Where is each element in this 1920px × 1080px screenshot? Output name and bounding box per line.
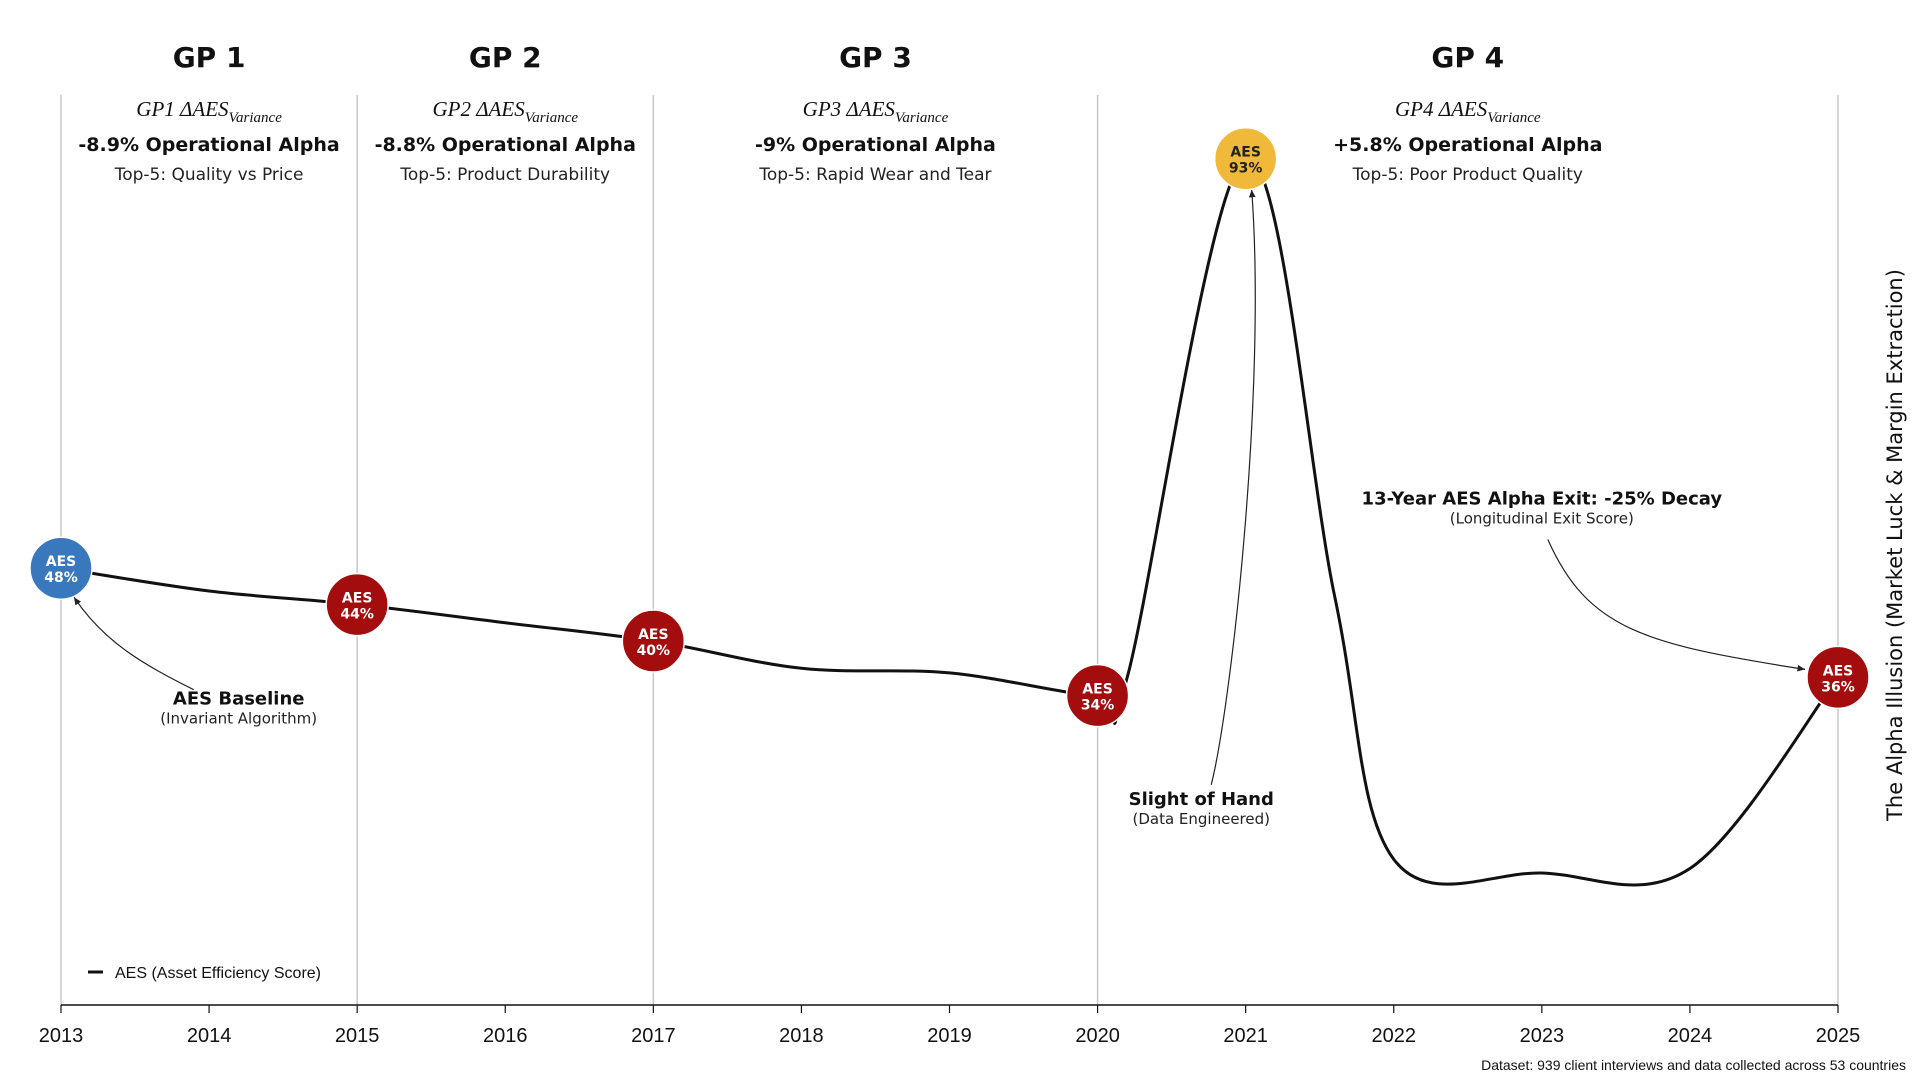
legend-label-aes: AES (Asset Efficiency Score)	[115, 965, 321, 982]
annotation-title-1: AES Baseline	[173, 689, 305, 710]
aes-badge-value-2025: 36%	[1821, 679, 1855, 695]
x-tick-label-2015: 2015	[335, 1025, 380, 1047]
x-tick-label-2017: 2017	[631, 1025, 676, 1047]
x-tick-label-2021: 2021	[1223, 1025, 1268, 1047]
aes-badge-value-2013: 48%	[44, 570, 78, 586]
period-title-4: GP 4	[1431, 41, 1504, 74]
aes-badge-value-2021: 93%	[1229, 161, 1263, 177]
period-title-3: GP 3	[839, 41, 912, 74]
period-title-1: GP 1	[173, 41, 246, 74]
x-tick-label-2025: 2025	[1816, 1025, 1861, 1047]
period-headers: GP 1 GP1 ΔAESVariance -8.9% Operational Al…	[78, 41, 1602, 185]
annotation-arrow-1	[73, 596, 194, 691]
period-top5-1: Top-5: Quality vs Price	[114, 165, 304, 185]
period-alpha-3: -9% Operational Alpha	[755, 134, 996, 156]
x-tick-label-2023: 2023	[1520, 1025, 1565, 1047]
annotation-arrow-2	[1210, 189, 1256, 785]
annotation-subtitle-2: (Data Engineered)	[1132, 810, 1270, 828]
aes-badge-value-2017: 40%	[637, 643, 671, 659]
aes-badge-label-2013: AES	[46, 554, 76, 570]
x-axis: 2013 2014 2015 2016 2017 2018 2019 2020 2021 2022…	[39, 1004, 1861, 1047]
period-formula-2: GP2 ΔAESVariance	[432, 97, 578, 126]
period-formula-4: GP4 ΔAESVariance	[1395, 97, 1541, 126]
x-tick-label-2018: 2018	[779, 1025, 824, 1047]
annotation-subtitle-3: (Longitudinal Exit Score)	[1450, 510, 1634, 528]
period-alpha-2: -8.8% Operational Alpha	[375, 134, 636, 156]
x-tick-label-2022: 2022	[1372, 1025, 1417, 1047]
period-divider-lines	[60, 95, 1839, 1005]
period-alpha-1: -8.9% Operational Alpha	[78, 134, 339, 156]
period-title-2: GP 2	[469, 41, 542, 74]
y-axis-label: The Alpha Illusion (Market Luck & Margin…	[1883, 269, 1907, 822]
aes-badge-label-2021: AES	[1230, 145, 1260, 161]
period-formula-1: GP1 ΔAESVariance	[136, 97, 282, 126]
outer-labels: The Alpha Illusion (Market Luck & Margin…	[1481, 269, 1907, 1073]
aes-badge-circle-2025	[1806, 645, 1870, 710]
x-tick-label-2019: 2019	[927, 1025, 972, 1047]
aes-badge-circle-2021	[1213, 126, 1278, 191]
annotation-title-2: Slight of Hand	[1129, 789, 1274, 810]
aes-badge-circle-2013	[29, 536, 93, 600]
period-formula-3: GP3 ΔAESVariance	[803, 97, 949, 126]
period-top5-4: Top-5: Poor Product Quality	[1352, 165, 1583, 185]
aes-badge-label-2025: AES	[1823, 663, 1853, 679]
annotation-arrow-3	[1547, 539, 1806, 672]
period-top5-3: Top-5: Rapid Wear and Tear	[758, 165, 991, 185]
aes-badge-label-2020: AES	[1082, 682, 1112, 698]
x-tick-label-2020: 2020	[1075, 1025, 1120, 1047]
aes-badge-circle-2015	[325, 572, 389, 637]
aes-badge-value-2020: 34%	[1081, 698, 1115, 714]
aes-badge-circle-2020	[1065, 663, 1130, 728]
annotations: AES Baseline(Invariant Algorithm) Slight …	[73, 189, 1806, 828]
aes-badge-label-2017: AES	[638, 627, 668, 643]
aes-badge-label-2015: AES	[342, 591, 372, 607]
aes-badge-value-2015: 44%	[340, 607, 374, 623]
period-top5-2: Top-5: Product Durability	[399, 165, 610, 185]
dataset-footnote: Dataset: 939 client interviews and data …	[1481, 1057, 1906, 1073]
x-tick-label-2013: 2013	[39, 1025, 84, 1047]
annotation-title-3: 13-Year AES Alpha Exit: -25% Decay	[1362, 489, 1723, 510]
annotation-subtitle-1: (Invariant Algorithm)	[160, 710, 317, 728]
period-alpha-4: +5.8% Operational Alpha	[1333, 134, 1602, 156]
x-tick-label-2014: 2014	[187, 1025, 232, 1047]
x-tick-label-2016: 2016	[483, 1025, 528, 1047]
legend: AES (Asset Efficiency Score)	[88, 965, 321, 982]
aes-badge-circle-2017	[621, 609, 686, 673]
x-tick-label-2024: 2024	[1668, 1025, 1713, 1047]
